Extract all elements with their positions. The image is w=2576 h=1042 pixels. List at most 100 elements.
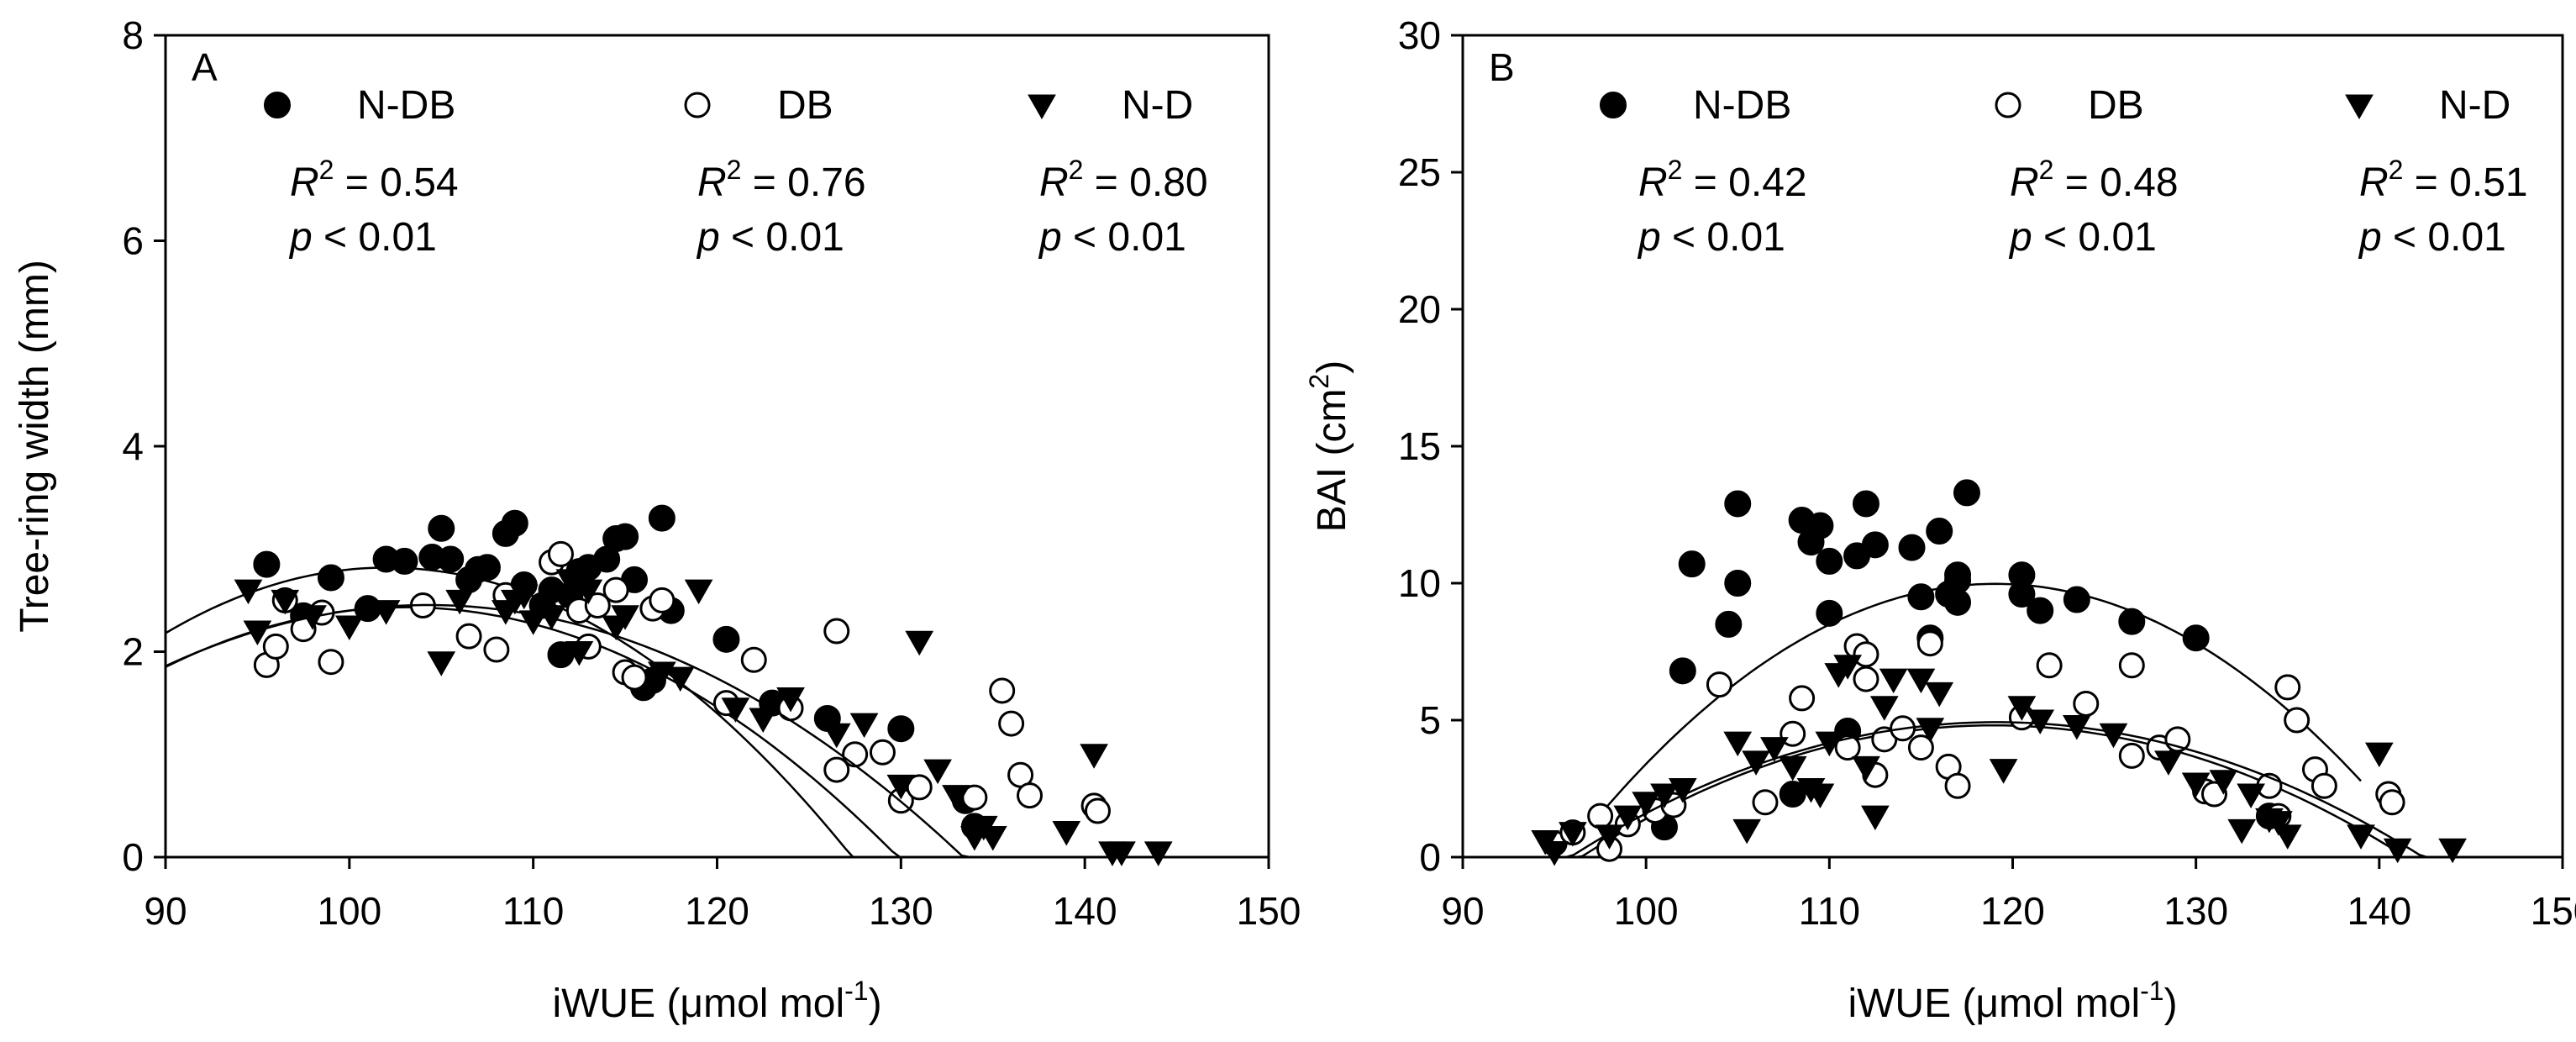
data-point-db [989,677,1016,704]
p-value-label-n-db: p < 0.01 [288,215,437,260]
r2-label-n-db: R2 = 0.42 [1638,155,1807,205]
data-point-db [823,756,850,783]
x-tick-label: 120 [1980,889,2045,933]
series-n-db: N-DB R2 = 0.54 p < 0.01 [165,83,1103,859]
data-point-n-db [253,550,281,578]
data-point-n-d [1632,792,1661,817]
legend-label-n-d: N-D [2439,83,2510,128]
data-point-n-d [1742,750,1770,776]
data-point-n-db [1678,550,1706,578]
p-value-label-n-d: p < 0.01 [1038,215,1186,260]
data-point-n-d [942,785,970,810]
legend-marker-n-d [1028,94,1056,120]
data-point-db [1752,789,1779,816]
data-point-n-d [1650,783,1679,809]
fit-curve-n-d [165,603,1131,859]
data-point-n-db [1816,547,1843,575]
data-point-db [1907,734,1934,761]
data-point-db [649,587,676,613]
y-tick-label: 2 [122,630,144,674]
data-point-n-d [905,630,934,656]
data-point-n-d [1916,718,1945,743]
data-point-n-d [2007,696,2037,721]
data-point-n-db [428,514,455,542]
y-tick-label: 10 [1398,561,1441,605]
y-tick-label: 15 [1398,424,1441,468]
x-tick-label: 130 [869,889,933,933]
data-point-db [1706,671,1732,698]
data-point-n-db [1669,657,1696,685]
data-point-n-d [923,759,952,785]
x-tick-label: 90 [144,889,187,933]
y-tick-label: 0 [122,835,144,879]
y-tick-label: 8 [122,13,144,57]
data-point-n-d [1869,696,1899,721]
data-point-n-db [1779,781,1806,808]
data-point-n-db [648,504,676,532]
fit-curve-db [165,606,1103,859]
data-point-n-d [1559,822,1587,847]
data-point-n-db [887,715,915,743]
data-point-n-d [1107,841,1136,866]
r2-label-n-d: R2 = 0.51 [2359,155,2528,205]
fit-curve-db [1554,724,2399,859]
data-point-n-d [1906,668,1936,694]
data-point-n-db [391,547,418,575]
y-tick-label: 4 [122,424,144,468]
data-point-n-db [1907,583,1935,611]
data-point-n-d [243,620,272,646]
legend-marker-n-db [264,92,291,118]
data-point-db [262,633,289,660]
data-point-n-d [1879,668,1908,694]
legend-label-n-db: N-DB [1693,83,1791,128]
data-point-n-db [2027,597,2054,624]
data-point-n-db [712,625,740,653]
data-point-n-db [1898,534,1926,561]
y-axis-title: BAI (cm2) [1304,360,1354,532]
r2-label-db: R2 = 0.76 [697,155,866,205]
data-point-db [2036,652,2063,679]
data-point-db [2073,690,2100,717]
data-point-n-d [1760,737,1789,762]
data-point-db [1853,666,1879,692]
data-point-db [1834,734,1861,761]
legend-marker-n-d [2345,94,2374,120]
legend-marker-db [1995,92,2021,118]
data-point-db [823,618,850,645]
data-point-n-db [2182,624,2210,652]
series-n-d: N-D R2 = 0.80 p < 0.01 [165,83,1208,866]
y-tick-label: 25 [1398,150,1441,194]
data-point-db [2379,789,2405,816]
data-point-n-d [1815,731,1844,757]
data-point-n-d [1668,778,1697,803]
data-point-db [1853,641,1879,668]
x-tick-label: 130 [2163,889,2228,933]
x-tick-label: 90 [1441,889,1484,933]
data-point-n-d [518,610,548,635]
data-point-db [1017,782,1044,809]
data-point-db [1916,630,1943,657]
data-point-n-d [1052,820,1081,846]
data-point-n-d [1925,682,1954,708]
x-tick-label: 110 [1799,889,1860,933]
data-point-n-db [1724,490,1752,518]
data-point-n-d [2181,772,2211,797]
data-point-n-db [437,545,465,573]
data-point-n-d [849,713,879,739]
data-point-db [2118,652,2145,679]
legend-label-db: DB [777,83,833,128]
y-tick-label: 5 [1419,698,1441,742]
data-point-n-d [1540,840,1569,866]
x-tick-label: 150 [1237,889,1301,933]
data-point-n-d [1595,824,1624,850]
data-point-db [2164,726,2191,753]
data-point-n-d [2209,770,2238,795]
data-point-n-d [1806,783,1835,809]
data-point-db [318,649,344,676]
data-point-db [602,576,629,603]
data-point-db [1944,772,1971,799]
data-point-n-d [684,579,713,605]
data-point-db [584,592,611,618]
data-point-n-db [1724,570,1752,597]
